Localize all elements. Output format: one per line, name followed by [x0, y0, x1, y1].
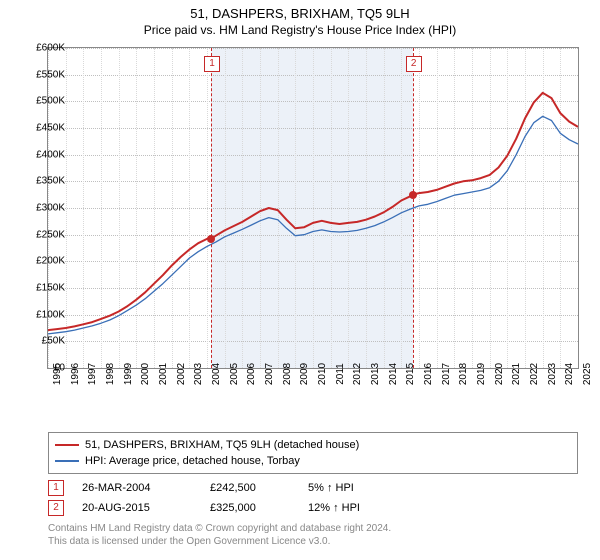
y-axis-label: £300K [36, 203, 65, 214]
x-axis-label: 1995 [52, 363, 63, 385]
event-delta: 12% HPI [308, 502, 360, 514]
x-axis-label: 2001 [158, 363, 169, 385]
y-axis-label: £200K [36, 256, 65, 267]
x-axis-label: 2014 [388, 363, 399, 385]
legend-row: 51, DASHPERS, BRIXHAM, TQ5 9LH (detached… [55, 437, 571, 453]
chart-plot-area: 12 [48, 48, 578, 368]
x-axis-label: 2017 [441, 363, 452, 385]
legend-box: 51, DASHPERS, BRIXHAM, TQ5 9LH (detached… [48, 432, 578, 474]
x-axis-label: 2002 [176, 363, 187, 385]
gridline-v [578, 48, 579, 368]
chart-title: 51, DASHPERS, BRIXHAM, TQ5 9LH [0, 0, 600, 21]
x-axis-label: 2003 [193, 363, 204, 385]
legend-swatch [55, 444, 79, 446]
footer-line: This data is licensed under the Open Gov… [48, 535, 578, 548]
event-price: £325,000 [210, 502, 290, 514]
x-axis-label: 2007 [264, 363, 275, 385]
x-axis-label: 2009 [299, 363, 310, 385]
x-axis-label: 2000 [140, 363, 151, 385]
x-axis-label: 2022 [529, 363, 540, 385]
event-row: 1 26-MAR-2004 £242,500 5% HPI [48, 478, 578, 498]
x-axis-label: 2006 [246, 363, 257, 385]
chart-subtitle: Price paid vs. HM Land Registry's House … [0, 21, 600, 37]
y-axis-label: £550K [36, 69, 65, 80]
y-axis-label: £400K [36, 149, 65, 160]
legend-row: HPI: Average price, detached house, Torb… [55, 453, 571, 469]
y-axis-label: £150K [36, 283, 65, 294]
event-date: 20-AUG-2015 [82, 502, 192, 514]
event-delta: 5% HPI [308, 482, 354, 494]
x-axis-label: 2023 [547, 363, 558, 385]
x-axis-label: 2015 [405, 363, 416, 385]
x-axis-label: 1997 [87, 363, 98, 385]
y-axis-label: £100K [36, 309, 65, 320]
x-axis-label: 1998 [105, 363, 116, 385]
x-axis-label: 2005 [229, 363, 240, 385]
event-row: 2 20-AUG-2015 £325,000 12% HPI [48, 498, 578, 518]
x-axis-label: 2021 [511, 363, 522, 385]
event-marker-box: 1 [48, 480, 64, 496]
y-axis-label: £500K [36, 96, 65, 107]
x-axis-label: 2024 [564, 363, 575, 385]
x-axis-label: 2004 [211, 363, 222, 385]
event-marker-box: 2 [406, 56, 422, 72]
x-axis-label: 2018 [458, 363, 469, 385]
arrow-up-icon [330, 502, 339, 514]
y-axis-label: £450K [36, 123, 65, 134]
y-axis-label: £250K [36, 229, 65, 240]
event-dot [409, 191, 417, 199]
event-vline [413, 48, 414, 368]
legend-label: HPI: Average price, detached house, Torb… [85, 453, 300, 469]
legend-swatch [55, 460, 79, 462]
event-marker-box: 1 [204, 56, 220, 72]
x-axis-label: 2025 [582, 363, 593, 385]
x-axis-label: 2008 [282, 363, 293, 385]
y-axis-label: £50K [42, 336, 65, 347]
x-axis-label: 2016 [423, 363, 434, 385]
chart-lines-svg [48, 48, 578, 368]
x-axis-label: 2010 [317, 363, 328, 385]
x-axis-label: 2013 [370, 363, 381, 385]
footer-attribution: Contains HM Land Registry data © Crown c… [48, 522, 578, 548]
x-axis-label: 2019 [476, 363, 487, 385]
event-vline [211, 48, 212, 368]
legend-label: 51, DASHPERS, BRIXHAM, TQ5 9LH (detached… [85, 437, 359, 453]
event-price: £242,500 [210, 482, 290, 494]
event-marker-box: 2 [48, 500, 64, 516]
x-axis-label: 2011 [335, 363, 346, 385]
x-axis-label: 1996 [70, 363, 81, 385]
chart-container: 51, DASHPERS, BRIXHAM, TQ5 9LH Price pai… [0, 0, 600, 560]
series-line-price_paid [48, 93, 578, 330]
footer-line: Contains HM Land Registry data © Crown c… [48, 522, 578, 535]
y-axis-label: £350K [36, 176, 65, 187]
x-axis-label: 1999 [123, 363, 134, 385]
y-axis-label: £600K [36, 43, 65, 54]
event-date: 26-MAR-2004 [82, 482, 192, 494]
events-table: 1 26-MAR-2004 £242,500 5% HPI 2 20-AUG-2… [48, 478, 578, 518]
event-dot [207, 235, 215, 243]
series-line-hpi [48, 116, 578, 334]
x-axis-label: 2020 [494, 363, 505, 385]
x-axis-label: 2012 [352, 363, 363, 385]
arrow-up-icon [324, 482, 333, 494]
